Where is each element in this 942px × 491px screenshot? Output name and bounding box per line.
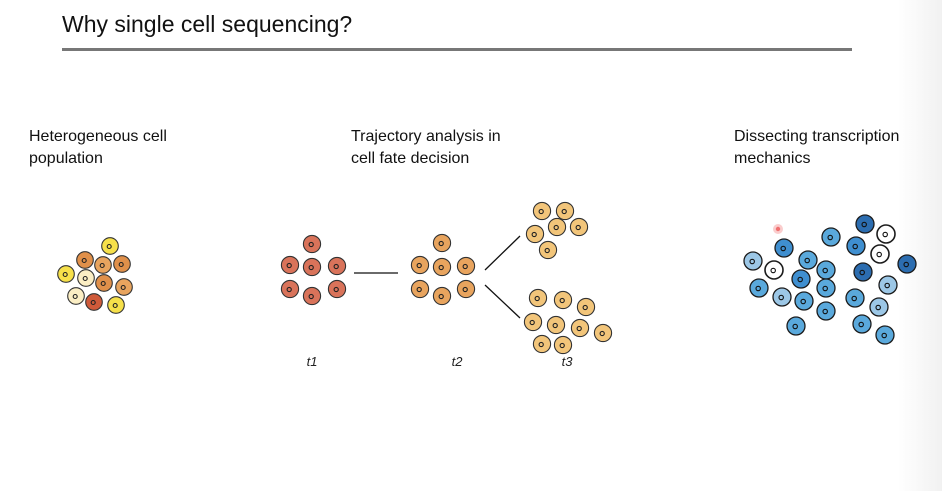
transcription-heading-line2: mechanics — [734, 150, 811, 167]
t1-cell — [280, 279, 300, 299]
t1-cell — [302, 257, 322, 277]
transcription-cell — [798, 250, 818, 270]
t3-cell-lower — [528, 288, 548, 308]
heterogeneous-cell — [94, 256, 112, 274]
heterogeneous-cell — [67, 287, 85, 305]
t3-cell-lower — [553, 335, 573, 355]
t2-cell — [410, 279, 430, 299]
transcription-cell — [897, 254, 917, 274]
t1-cell — [327, 256, 347, 276]
heterogeneous-heading-line2: population — [29, 150, 103, 167]
transcription-cell — [870, 244, 890, 264]
transcription-cell-cluster — [743, 214, 917, 345]
transcription-cell — [772, 287, 792, 307]
transcription-cell — [794, 291, 814, 311]
heterogeneous-cell — [115, 278, 133, 296]
t3-cell-lower — [546, 315, 566, 335]
t1-cell — [302, 234, 322, 254]
trajectory-heading-line1: Trajectory analysis in — [351, 128, 501, 145]
t2-cell — [432, 233, 452, 253]
heterogeneous-cell-cluster — [57, 237, 133, 314]
transcription-cell — [816, 260, 836, 280]
transcription-cell — [869, 297, 889, 317]
heterogeneous-heading: Heterogeneous cell population — [29, 126, 167, 170]
heterogeneous-cell — [95, 274, 113, 292]
t3-cell-lower — [532, 334, 552, 354]
t3-cell-lower — [593, 323, 613, 343]
slide-title: Why single cell sequencing? — [62, 11, 353, 37]
t3-cell-lower — [553, 290, 573, 310]
transcription-cell — [791, 269, 811, 289]
t3-cell-lower — [576, 297, 596, 317]
heterogeneous-cell — [101, 237, 119, 255]
t3-cell-upper — [538, 240, 558, 260]
transcription-cell — [774, 238, 794, 258]
title-underline — [62, 48, 852, 51]
t3-cell-upper — [569, 217, 589, 237]
transcription-cell — [853, 262, 873, 282]
heterogeneous-cell — [107, 296, 125, 314]
transcription-cell — [816, 301, 836, 321]
transcription-cell — [743, 251, 763, 271]
transcription-cell — [855, 214, 875, 234]
transcription-cell — [821, 227, 841, 247]
t2-cell — [456, 279, 476, 299]
heterogeneous-cell — [77, 269, 95, 287]
transcription-cell — [816, 278, 836, 298]
transcription-cell — [764, 260, 784, 280]
t2-cell — [456, 256, 476, 276]
t3-cell-upper — [555, 201, 575, 221]
t1-cell — [280, 255, 300, 275]
t3-cell-upper — [525, 224, 545, 244]
branch-line-upper — [484, 235, 521, 271]
t1-cell — [302, 286, 322, 306]
transcription-cell — [846, 236, 866, 256]
t2-cell — [432, 257, 452, 277]
t3-cell-lower — [523, 312, 543, 332]
transcription-cell — [878, 275, 898, 295]
heterogeneous-cell — [76, 251, 94, 269]
pointer-dot — [773, 224, 783, 234]
transcription-cell — [786, 316, 806, 336]
heterogeneous-heading-line1: Heterogeneous cell — [29, 128, 167, 145]
heterogeneous-cell — [57, 265, 75, 283]
trajectory-heading: Trajectory analysis in cell fate decisio… — [351, 126, 501, 170]
heterogeneous-cell — [113, 255, 131, 273]
trajectory-diagram: t1 t2 t3 — [280, 201, 613, 369]
right-edge-shadow — [898, 0, 942, 491]
transcription-cell — [749, 278, 769, 298]
time-label-t1: t1 — [307, 354, 318, 369]
trajectory-heading-line2: cell fate decision — [351, 150, 470, 167]
t1-cell — [327, 279, 347, 299]
branch-line-lower — [484, 284, 521, 319]
t2-cell — [432, 286, 452, 306]
transcription-cell — [875, 325, 895, 345]
t3-cell-upper — [532, 201, 552, 221]
t3-cell-lower — [570, 318, 590, 338]
heterogeneous-cell — [85, 293, 103, 311]
transcription-cell — [876, 224, 896, 244]
t3-cell-upper — [547, 217, 567, 237]
transcription-cell — [852, 314, 872, 334]
time-label-t2: t2 — [452, 354, 464, 369]
transcription-heading-line1: Dissecting transcription — [734, 128, 900, 145]
transcription-heading: Dissecting transcription mechanics — [734, 126, 899, 170]
t2-cell — [410, 255, 430, 275]
time-label-t3: t3 — [562, 354, 574, 369]
transcription-cell — [845, 288, 865, 308]
